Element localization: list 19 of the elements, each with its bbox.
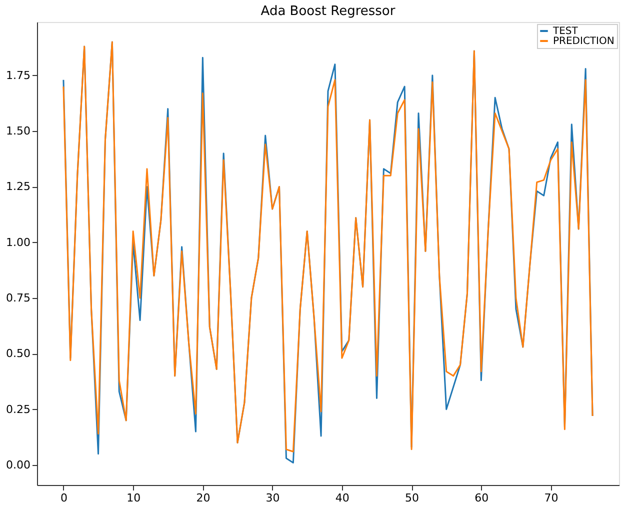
y-tick-label: 1.75 — [6, 68, 30, 82]
x-tick-label: 0 — [60, 492, 68, 504]
legend-label: PREDICTION — [553, 36, 614, 47]
x-tick-label: 40 — [335, 492, 350, 504]
y-tick-label: 1.25 — [6, 180, 30, 194]
x-tick-label: 60 — [474, 492, 489, 504]
x-tick-label: 10 — [126, 492, 141, 504]
y-tick-label: 1.50 — [6, 124, 30, 138]
y-tick-label: 0.00 — [6, 458, 30, 472]
y-tick-label: 1.00 — [6, 236, 30, 249]
y-tick-label: 0.75 — [6, 292, 30, 305]
x-tick-label: 50 — [405, 492, 420, 504]
chart-title: Ada Boost Regressor — [260, 4, 396, 19]
x-tick-label: 70 — [544, 492, 558, 504]
y-tick-label: 0.25 — [6, 402, 30, 416]
x-tick-label: 20 — [196, 492, 210, 504]
y-tick-label: 0.50 — [6, 347, 30, 360]
legend-label: TEST — [552, 26, 579, 37]
x-tick-label: 30 — [266, 492, 280, 504]
